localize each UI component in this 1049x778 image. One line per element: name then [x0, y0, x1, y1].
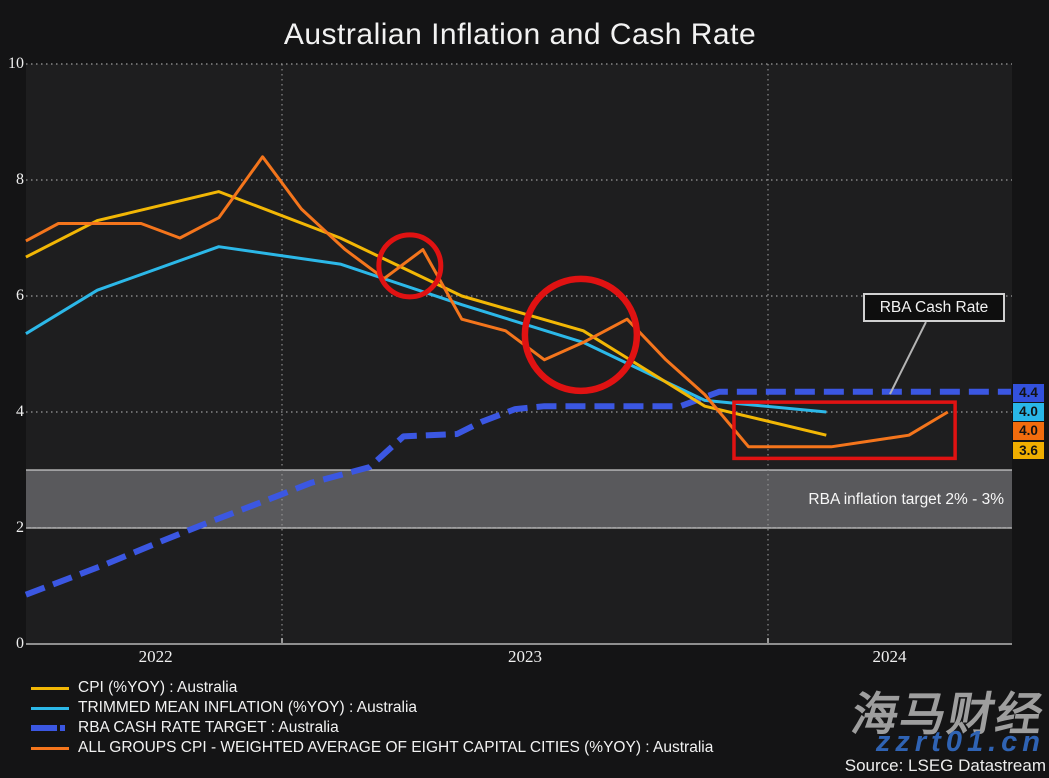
end-value-label: 4.4 [1013, 384, 1044, 402]
plot-background [26, 64, 1012, 644]
legend-swatch-icon [31, 746, 69, 750]
y-tick-label: 10 [8, 55, 24, 72]
annotation-circle-1 [376, 232, 444, 300]
end-value-label: 3.6 [1013, 441, 1044, 460]
x-tick-label: 2023 [508, 647, 542, 666]
legend-item: CPI (%YOY) : Australia [31, 678, 713, 698]
cash-rate-line [24, 388, 1011, 598]
legend-swatch-icon [31, 725, 69, 731]
source-credit: Source: LSEG Datastream [844, 756, 1046, 775]
y-tick-label: 8 [16, 171, 24, 188]
target-band-label: RBA inflation target 2% - 3% [808, 491, 1004, 508]
x-tick-label: 2022 [138, 647, 173, 666]
legend-item: TRIMMED MEAN INFLATION (%YOY) : Australi… [31, 698, 713, 718]
legend-swatch-icon [31, 706, 69, 710]
legend-label: ALL GROUPS CPI - WEIGHTED AVERAGE OF EIG… [78, 739, 714, 756]
legend-item: RBA CASH RATE TARGET : Australia [31, 718, 713, 738]
y-tick-label: 2 [16, 519, 24, 536]
end-value-label: 4.0 [1013, 422, 1044, 440]
legend-item: ALL GROUPS CPI - WEIGHTED AVERAGE OF EIG… [31, 738, 713, 758]
trimmed-mean-line [25, 245, 827, 414]
legend: CPI (%YOY) : Australia TRIMMED MEAN INFLA… [31, 678, 713, 758]
legend-swatch-icon [31, 686, 69, 690]
annotation-rect [732, 400, 957, 461]
y-tick-label: 6 [16, 287, 24, 304]
legend-label: CPI (%YOY) : Australia [78, 679, 238, 696]
legend-label: TRIMMED MEAN INFLATION (%YOY) : Australi… [78, 699, 418, 716]
x-tick-label: 2024 [872, 647, 907, 666]
annotation-circle-2 [521, 275, 641, 395]
end-value-label: 4.0 [1013, 403, 1044, 421]
legend-label: RBA CASH RATE TARGET : Australia [78, 719, 339, 736]
target-band [26, 470, 1012, 528]
cash-rate-callout-box: RBA Cash Rate [863, 293, 1005, 322]
chart-title: Australian Inflation and Cash Rate [283, 18, 757, 51]
callout-leader-line [889, 321, 927, 395]
all-groups-cpi-line [25, 155, 949, 449]
watermark-url-text: zzrt01.cn [875, 726, 1045, 758]
y-tick-label: 4 [16, 403, 24, 420]
y-tick-label: 0 [16, 635, 24, 652]
